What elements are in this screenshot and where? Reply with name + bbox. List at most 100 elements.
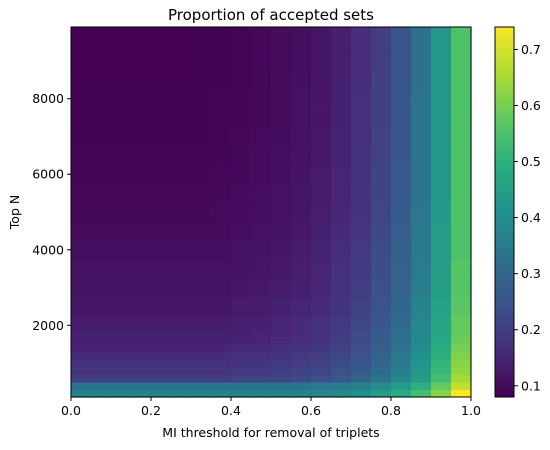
heatmap-cell (291, 183, 312, 204)
heatmap-cell (271, 336, 292, 345)
heatmap-cell (311, 51, 332, 72)
heatmap-cell (351, 278, 372, 298)
heatmap-cell (71, 329, 92, 338)
heatmap-cell (251, 89, 272, 109)
heatmap-cell (111, 366, 132, 375)
heatmap-cell (431, 51, 452, 72)
heatmap-cell (171, 70, 192, 90)
heatmap-cell (411, 315, 432, 330)
heatmap-cell (111, 296, 132, 317)
heatmap-cell (111, 240, 132, 260)
heatmap-cell (211, 183, 232, 204)
heatmap-cell (191, 381, 212, 391)
colorbar (494, 26, 515, 398)
heatmap-cell (191, 366, 212, 375)
heatmap-cell (71, 183, 92, 204)
heatmap-cell (331, 202, 352, 223)
heatmap-cell (211, 164, 232, 185)
heatmap-cell (71, 359, 92, 368)
heatmap-cell (191, 183, 212, 204)
heatmap-cell (151, 278, 172, 298)
heatmap-cell (351, 183, 372, 204)
heatmap-cell (431, 381, 452, 391)
heatmap-cell (151, 259, 172, 279)
heatmap-cell (331, 374, 352, 383)
heatmap-cell (331, 344, 352, 353)
heatmap-cell (331, 336, 352, 345)
heatmap-cell (451, 351, 472, 360)
heatmap-cell (111, 381, 132, 391)
heatmap-cell (211, 127, 232, 147)
heatmap-cell (251, 336, 272, 345)
heatmap-cell (311, 183, 332, 204)
heatmap-cell (431, 183, 452, 204)
heatmap-cell (431, 108, 452, 128)
heatmap-cell (231, 89, 252, 109)
heatmap-cell (191, 329, 212, 338)
heatmap-cell (171, 51, 192, 72)
colorbar-tick-label: 0.5 (521, 154, 541, 169)
heatmap-cell (311, 351, 332, 360)
heatmap-cell (411, 89, 432, 109)
heatmap-cell (331, 240, 352, 260)
heatmap-cell (111, 27, 132, 53)
heatmap-cell (271, 108, 292, 128)
heatmap-cell (251, 27, 272, 53)
heatmap-cell (351, 240, 372, 260)
heatmap-cell (171, 296, 192, 317)
colorbar-tick-label: 0.4 (521, 210, 541, 225)
heatmap-cell (191, 278, 212, 298)
heatmap-cell (151, 221, 172, 241)
heatmap-cell (111, 164, 132, 185)
heatmap-cell (431, 164, 452, 185)
heatmap-cell (311, 27, 332, 53)
x-tick-label: 0.0 (61, 403, 81, 418)
heatmap-cell (91, 315, 112, 330)
heatmap-cell (391, 221, 412, 241)
heatmap-cell (151, 240, 172, 260)
heatmap-cell (71, 315, 92, 330)
heatmap-cell (251, 296, 272, 317)
heatmap-cell (231, 70, 252, 90)
heatmap-cell (271, 381, 292, 391)
heatmap-cell (231, 359, 252, 368)
heatmap-cell (411, 51, 432, 72)
heatmap-cell (91, 366, 112, 375)
heatmap-cell (371, 51, 392, 72)
heatmap-cell (211, 366, 232, 375)
heatmap-cell (271, 202, 292, 223)
heatmap-cell (311, 296, 332, 317)
heatmap-cell (211, 278, 232, 298)
heatmap-cell (211, 359, 232, 368)
heatmap-cell (131, 89, 152, 109)
heatmap-cell (451, 108, 472, 128)
heatmap-cell (451, 51, 472, 72)
heatmap-cell (431, 344, 452, 353)
heatmap-cell (191, 296, 212, 317)
heatmap-cell (131, 359, 152, 368)
heatmap-cell (391, 51, 412, 72)
heatmap-cell (291, 70, 312, 90)
heatmap-cell (271, 359, 292, 368)
heatmap-cell (151, 389, 172, 398)
heatmap-cell (171, 351, 192, 360)
heatmap-cell (91, 127, 112, 147)
heatmap-cell (251, 329, 272, 338)
colorbar-tick-label: 0.3 (521, 266, 541, 281)
heatmap-cell (271, 89, 292, 109)
heatmap-cell (391, 389, 412, 398)
heatmap-cell (331, 351, 352, 360)
heatmap-cell (291, 51, 312, 72)
heatmap-cell (191, 70, 212, 90)
heatmap-cell (291, 278, 312, 298)
heatmap-cell (251, 70, 272, 90)
heatmap-cell (91, 70, 112, 90)
heatmap-cell (131, 221, 152, 241)
heatmap-cell (351, 351, 372, 360)
heatmap-cell (371, 374, 392, 383)
heatmap-cell (291, 259, 312, 279)
heatmap-cell (331, 329, 352, 338)
heatmap-cell (71, 127, 92, 147)
heatmap-cell (371, 202, 392, 223)
